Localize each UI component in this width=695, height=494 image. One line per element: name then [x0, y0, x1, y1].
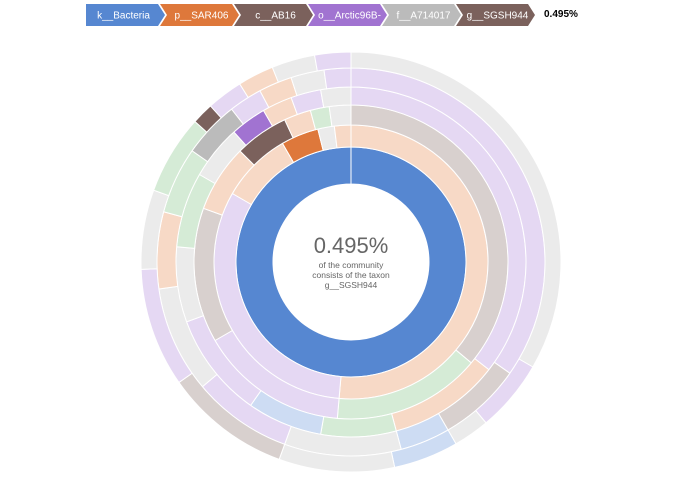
breadcrumb-item[interactable]: c__AB16	[234, 4, 313, 26]
center-caption-line1: of the community	[318, 260, 384, 270]
sunburst-segment[interactable]	[323, 67, 352, 90]
breadcrumb-percentage: 0.495%	[544, 9, 578, 20]
breadcrumb: k__Bacteria p__SAR406 c__AB16 o__Arctic96B-…	[86, 4, 535, 26]
breadcrumb-item-label: f__A714017	[397, 11, 451, 22]
breadcrumb-item-label: k__Bacteria	[97, 11, 150, 22]
sunburst-segment[interactable]	[333, 124, 352, 149]
breadcrumb-item[interactable]: k__Bacteria	[86, 4, 165, 26]
center-taxon: g__SGSH944	[324, 280, 378, 290]
sunburst-segment[interactable]	[313, 51, 352, 72]
breadcrumb-item-label: g__SGSH944	[467, 11, 529, 22]
breadcrumb-item[interactable]: g__SGSH944	[456, 4, 535, 26]
sunburst-segment[interactable]	[328, 104, 352, 127]
breadcrumb-item-label: p__SAR406	[175, 11, 229, 22]
breadcrumb-chevron	[382, 4, 461, 26]
breadcrumb-chevron	[160, 4, 239, 26]
sunburst-segment[interactable]	[320, 86, 352, 108]
breadcrumb-chevron	[86, 4, 165, 26]
breadcrumb-item[interactable]: p__SAR406	[160, 4, 239, 26]
breadcrumb-chevron	[234, 4, 313, 26]
breadcrumb-item[interactable]: o__Arctic96B-	[308, 4, 387, 26]
breadcrumb-item[interactable]: f__A714017	[382, 4, 461, 26]
breadcrumb-item-label: o__Arctic96B-	[318, 11, 381, 22]
center-disc	[273, 184, 429, 340]
center-caption-line2: consists of the taxon	[312, 270, 390, 280]
center-info: 0.495% of the community consists of the …	[276, 232, 426, 290]
center-percentage: 0.495%	[313, 233, 389, 258]
breadcrumb-item-label: c__AB16	[255, 11, 296, 22]
breadcrumb-chevron	[456, 4, 535, 26]
breadcrumb-chevron	[308, 4, 387, 26]
